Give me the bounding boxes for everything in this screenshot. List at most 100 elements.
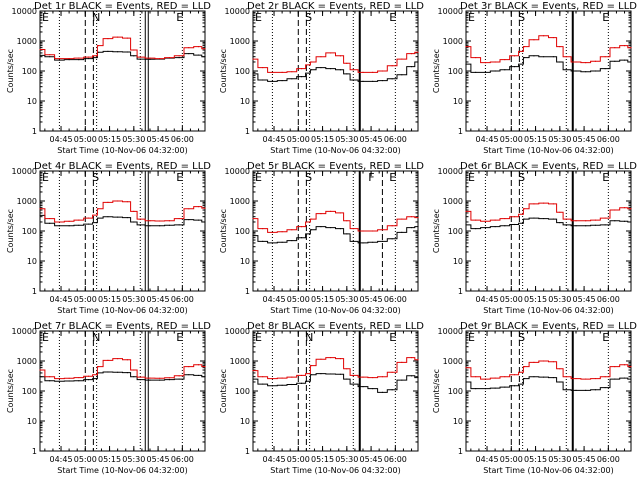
y-axis-label: Counts/sec [6,49,15,93]
data-point-events [575,70,577,72]
x-tick-label: 05:30 [335,455,358,464]
data-point-events [352,383,354,385]
data-point-lld [484,62,487,64]
data-point-lld [78,57,80,59]
data-point-events [107,371,109,373]
data-point-lld [465,210,467,213]
data-point-events [504,69,506,71]
data-point-events [291,239,293,242]
y-tick-label: 10 [453,257,463,266]
event-marker-label: N [92,11,100,24]
data-point-lld [139,376,141,378]
data-point-lld [262,376,264,378]
data-point-lld [522,371,524,373]
detector-panel: Det 7r BLACK = Events, RED = LLD Start Ti… [6,321,211,475]
detector-panel: Det 2r BLACK = Events, RED = LLD Start Ti… [219,1,424,155]
data-point-events [543,217,545,220]
y-tick-label: 1000 [230,37,250,46]
data-point-events [291,78,293,80]
data-point-events [475,71,477,73]
data-point-events [96,56,98,59]
data-point-lld [543,202,545,204]
event-marker-label: E [468,171,475,184]
x-tick-label: 04:45 [475,135,498,144]
data-point-lld [352,69,354,71]
x-tick-label: 06:00 [384,455,407,464]
data-point-events [58,59,61,61]
data-point-lld [78,376,80,379]
data-point-events [68,225,70,227]
x-tick-label: 05:30 [122,455,145,464]
data-point-lld [107,38,109,40]
y-tick-label: 10000 [438,327,463,336]
event-marker-label: S [305,171,312,184]
data-point-events [126,372,128,374]
y-tick-label: 1 [32,287,37,296]
event-marker-label: F [368,171,374,184]
data-point-lld [410,53,413,55]
data-point-events [159,225,161,227]
data-point-events [320,226,322,228]
x-tick-label: 05:15 [524,455,547,464]
event-marker-label: S [518,11,525,24]
data-point-events [309,233,311,235]
data-point-lld [585,62,587,64]
series-line-events [253,226,418,244]
data-point-events [149,58,151,60]
data-point-lld [372,71,374,73]
x-tick-label: 05:15 [524,295,547,304]
data-point-lld [614,366,616,368]
x-axis-label: Start Time (10-Nov-06 04:32:00) [270,146,400,155]
data-point-events [78,58,80,61]
data-point-events [168,224,171,226]
data-point-lld [465,367,467,369]
data-point-lld [543,35,545,37]
data-point-events [352,79,354,81]
y-tick-label: 10 [240,417,250,426]
data-point-events [168,378,171,381]
data-point-events [87,378,90,381]
data-point-lld [252,369,254,372]
y-tick-label: 10000 [438,167,463,176]
data-point-lld [309,221,311,223]
x-tick-label: 04:45 [49,295,72,304]
data-point-lld [204,366,206,368]
data-point-lld [330,210,332,213]
data-point-lld [96,55,98,57]
event-marker-label: E [255,11,262,24]
data-point-events [552,56,554,58]
data-point-events [68,380,70,382]
data-point-events [594,224,597,226]
data-point-lld [39,369,41,371]
data-point-lld [381,376,384,378]
data-point-lld [330,52,332,54]
data-point-events [565,224,567,226]
data-point-events [559,61,561,63]
data-point-lld [204,207,206,209]
x-tick-label: 06:00 [171,455,194,464]
data-point-lld [623,207,626,209]
x-tick-label: 05:30 [548,135,571,144]
y-tick-label: 1 [32,447,37,456]
y-tick-label: 1000 [230,357,250,366]
series-line-events [466,376,631,391]
plot-frame [39,170,206,292]
y-tick-label: 10 [27,97,37,106]
data-point-lld [309,373,311,375]
x-axis-label: Start Time (10-Nov-06 04:32:00) [270,466,400,475]
event-marker-label: E [468,11,475,24]
y-tick-label: 10 [453,97,463,106]
data-point-lld [494,377,496,379]
data-point-lld [58,57,61,60]
series-line-lld [40,36,205,60]
data-point-events [559,381,561,383]
data-point-events [97,51,99,53]
y-tick-label: 10000 [225,327,250,336]
y-tick-label: 100 [22,227,37,236]
data-point-events [96,222,98,224]
event-marker-label: E [602,171,609,184]
y-tick-label: 1 [458,287,463,296]
detector-panel: Det 8r BLACK = Events, RED = LLD Start Ti… [219,321,424,475]
data-point-events [522,222,524,224]
data-point-events [381,391,384,393]
